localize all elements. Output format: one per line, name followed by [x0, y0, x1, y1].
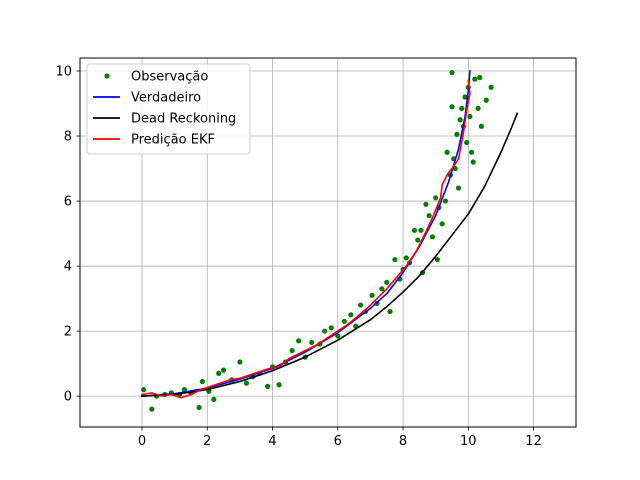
y-tick-label: 6: [64, 195, 72, 210]
observation-point: [392, 256, 398, 263]
legend-marker: [104, 73, 110, 79]
observation-point: [477, 74, 483, 81]
legend-label: Dead Reckoning: [131, 112, 236, 127]
observation-point: [237, 359, 243, 365]
observation-point: [433, 195, 439, 201]
observation-point: [449, 104, 455, 110]
observation-point: [196, 404, 202, 411]
observation-point: [426, 213, 432, 219]
observation-point: [415, 237, 421, 243]
y-tick-label: 8: [64, 130, 72, 145]
x-tick-label: 12: [525, 434, 542, 449]
y-tick-label: 10: [55, 65, 72, 80]
legend-box: [86, 63, 251, 155]
observation-point: [488, 84, 494, 90]
observation-point: [452, 165, 458, 172]
observation-point: [358, 302, 364, 308]
observation-point: [181, 387, 188, 393]
observation-point: [449, 70, 455, 76]
y-tick-label: 4: [64, 260, 72, 275]
observation-point: [470, 159, 476, 165]
observation-point: [472, 76, 478, 82]
observation-point: [418, 227, 424, 233]
observation-point: [403, 255, 409, 261]
observation-point: [434, 256, 440, 263]
legend-label: Predição EKF: [131, 133, 215, 148]
observation-point: [322, 328, 328, 334]
observation-point: [265, 383, 271, 389]
observation-point: [459, 105, 465, 111]
observation-point: [243, 380, 250, 386]
observation-point: [341, 318, 347, 324]
observation-point: [442, 198, 449, 204]
observation-point: [423, 201, 429, 207]
observation-point: [216, 370, 222, 376]
observation-point: [455, 185, 462, 191]
x-tick-label: 0: [138, 434, 146, 449]
observation-point: [149, 406, 155, 412]
observation-point: [379, 286, 385, 292]
observation-point: [335, 333, 341, 339]
observation-point: [387, 308, 393, 315]
observation-point: [296, 338, 302, 344]
observation-point: [211, 396, 217, 402]
predi-o-ekf-line: [141, 79, 471, 399]
observation-point: [220, 367, 227, 373]
observation-point: [462, 94, 468, 100]
legend-label: Observação: [131, 70, 208, 85]
series-layer: [141, 70, 519, 412]
observation-point: [328, 325, 334, 331]
legend-label: Verdadeiro: [131, 91, 201, 106]
verdadeiro-line: [141, 70, 471, 397]
observation-point: [457, 117, 463, 123]
x-tick-label: 8: [399, 434, 407, 449]
observation-point: [467, 113, 473, 120]
observation-point: [309, 339, 315, 346]
observation-point: [289, 347, 295, 354]
observation-point: [439, 221, 445, 227]
axis-ticks: 0 2 4 6 8 10 12 0 2 4 6 8 10: [55, 65, 541, 449]
plot-frame: [79, 57, 577, 428]
observation-point: [478, 123, 484, 129]
dead-reckoning-line: [141, 112, 519, 397]
x-tick-label: 4: [268, 434, 276, 449]
observation-point: [141, 387, 147, 393]
legend: Observação Verdadeiro Dead Reckoning Prediç…: [86, 63, 251, 155]
observation-point: [411, 227, 418, 233]
observation-point: [464, 139, 470, 146]
observation-point: [454, 131, 460, 138]
observation-point: [276, 382, 282, 388]
x-tick-label: 6: [334, 434, 342, 449]
observation-point: [429, 234, 436, 240]
observation-point: [199, 378, 205, 385]
y-tick-label: 0: [64, 390, 72, 405]
observation-point: [468, 149, 475, 155]
observation-point: [444, 149, 450, 155]
observation-point: [369, 292, 375, 298]
observation-point: [475, 105, 481, 111]
observation-point: [384, 279, 390, 285]
observation-point: [483, 97, 489, 103]
x-tick-label: 2: [203, 434, 211, 449]
y-tick-label: 2: [64, 325, 72, 340]
x-tick-label: 10: [460, 434, 477, 449]
observation-point: [348, 312, 354, 318]
